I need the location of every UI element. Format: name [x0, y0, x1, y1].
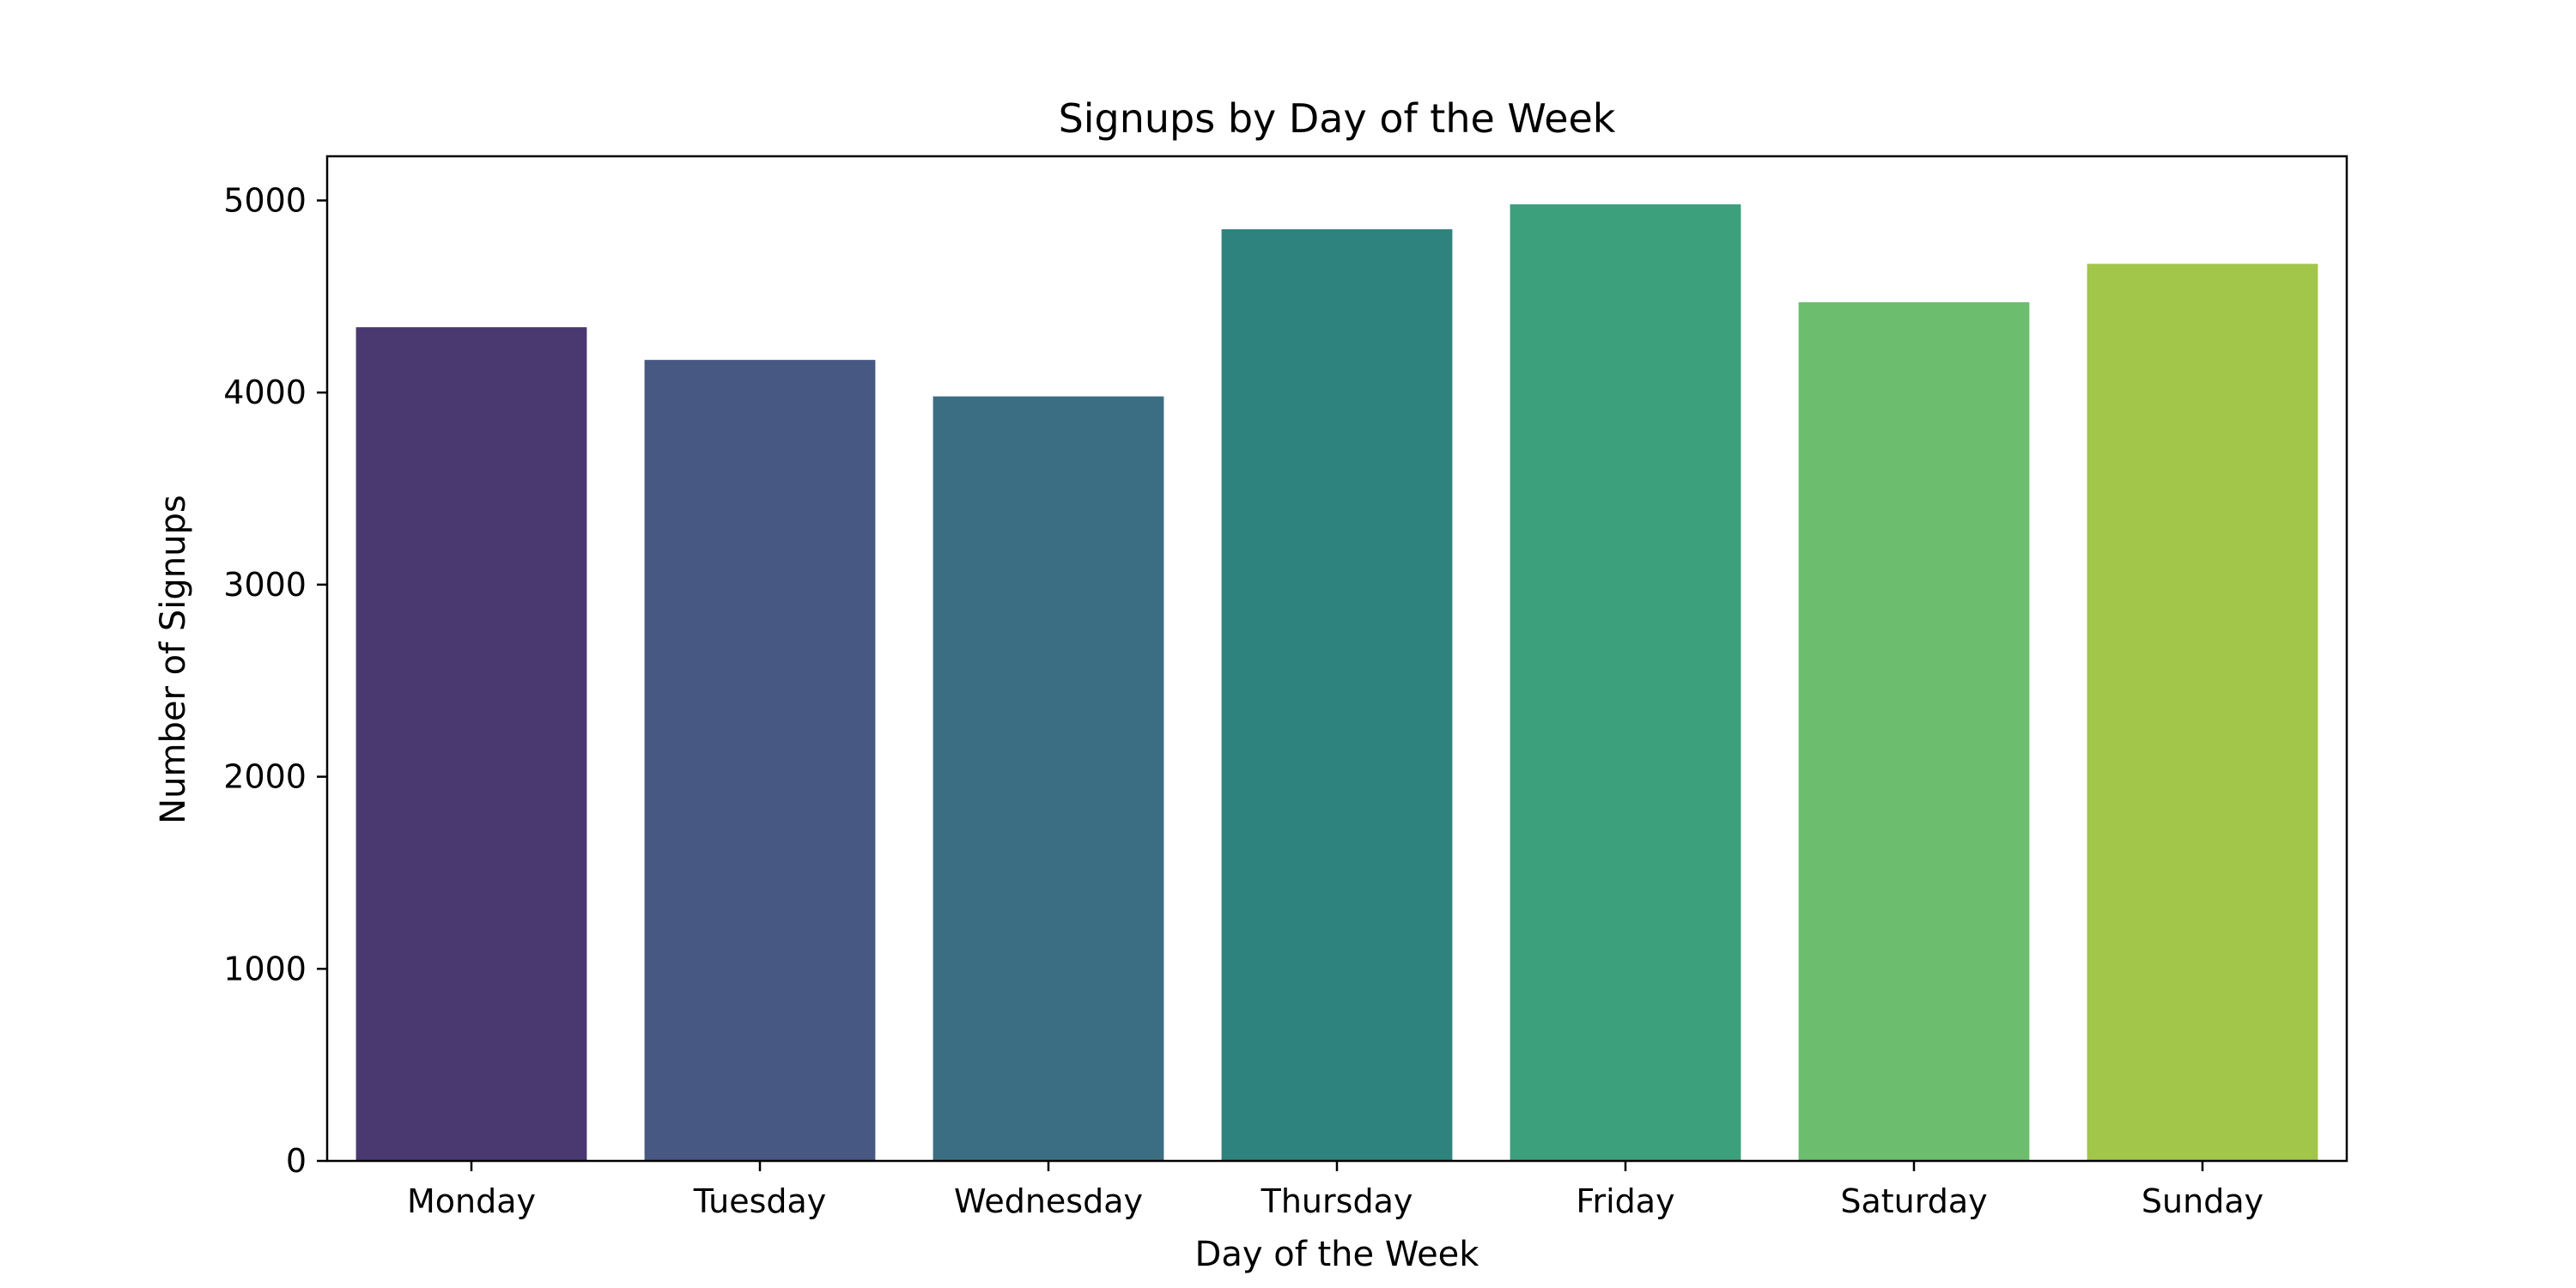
bar-sunday [2087, 264, 2318, 1162]
bar-monday [355, 327, 587, 1162]
bar-thursday [1221, 229, 1453, 1162]
y-tick-label: 5000 [223, 181, 307, 219]
bar-friday [1510, 204, 1741, 1161]
bar-saturday [1798, 302, 2030, 1161]
y-tick-label: 2000 [223, 758, 307, 796]
bars-group [355, 204, 2318, 1162]
x-tick-label: Friday [1576, 1182, 1674, 1220]
y-axis-label: Number of Signups [154, 495, 193, 824]
x-axis: Monday Tuesday Wednesday Thursday Friday Satu… [407, 1161, 2263, 1220]
x-tick-label: Wednesday [954, 1182, 1143, 1220]
bar-tuesday [644, 360, 876, 1161]
y-tick-label: 1000 [223, 950, 307, 987]
bar-wednesday [933, 396, 1164, 1161]
y-tick-label: 4000 [223, 374, 307, 411]
chart-title: Signups by Day of the Week [1059, 95, 1616, 142]
x-tick-label: Thursday [1261, 1182, 1413, 1220]
y-axis: 0 1000 2000 3000 4000 5000 [223, 181, 327, 1180]
y-tick-label: 3000 [223, 566, 307, 604]
x-axis-label: Day of the Week [1195, 1235, 1480, 1274]
x-tick-label: Monday [407, 1182, 536, 1220]
x-tick-label: Sunday [2142, 1182, 2263, 1220]
x-tick-label: Saturday [1840, 1182, 1987, 1220]
y-tick-label: 0 [286, 1142, 307, 1180]
x-tick-label: Tuesday [693, 1182, 827, 1220]
